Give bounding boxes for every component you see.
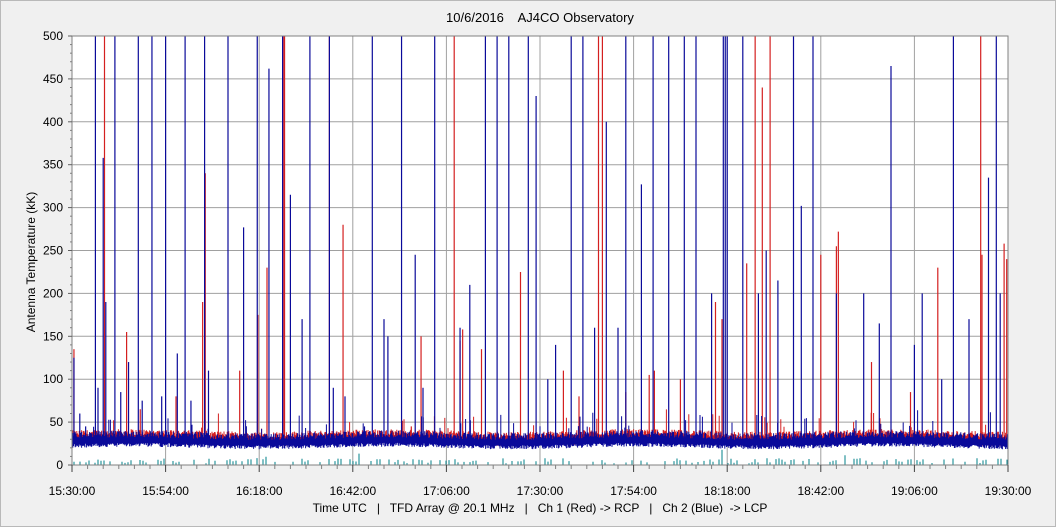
x-tick-label: 15:54:00 [142,484,189,498]
chart-title: 10/6/2016 AJ4CO Observatory [446,10,634,25]
x-tick-label: 17:06:00 [423,484,470,498]
x-tick-label: 18:42:00 [797,484,844,498]
y-tick-label: 150 [43,329,63,343]
x-tick-label: 19:06:00 [891,484,938,498]
y-tick-label: 200 [43,286,63,300]
x-tick-label: 16:18:00 [236,484,283,498]
y-tick-label: 50 [50,415,64,429]
x-tick-label: 15:30:00 [49,484,96,498]
x-axis: 15:30:00 15:54:00 16:18:00 16:42:00 17:06:00… [49,465,1032,498]
y-tick-label: 250 [43,244,63,258]
y-tick-label: 0 [56,458,63,472]
x-tick-label: 17:30:00 [517,484,564,498]
ch2-series [71,36,1009,450]
difference-trace [73,449,1008,465]
y-tick-label: 100 [43,372,63,386]
difference-series [73,449,1008,465]
x-tick-label: 19:30:00 [985,484,1032,498]
y-tick-label: 400 [43,115,63,129]
y-tick-label: 350 [43,158,63,172]
y-axis-title: Antenna Temperature (kK) [24,192,38,333]
x-tick-label: 16:42:00 [329,484,376,498]
y-tick-label: 300 [43,201,63,215]
x-axis-title: Time UTC | TFD Array @ 20.1 MHz | Ch 1 (… [313,501,768,515]
y-tick-label: 450 [43,72,63,86]
y-tick-label: 500 [43,29,63,43]
x-tick-label: 18:18:00 [704,484,751,498]
x-tick-label: 17:54:00 [610,484,657,498]
y-axis: 0 50 100 150 200 250 300 350 400 450 500 [43,29,72,472]
